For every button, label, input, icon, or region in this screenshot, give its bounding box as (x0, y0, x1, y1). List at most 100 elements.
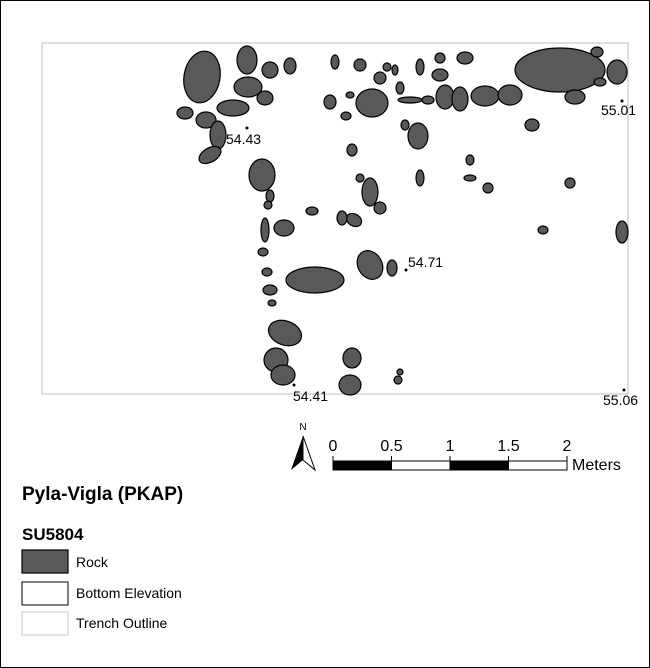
rock (267, 299, 277, 307)
legend-label: Bottom Elevation (76, 585, 182, 601)
rock (263, 200, 273, 210)
rock (382, 62, 392, 72)
rock (465, 154, 475, 166)
rock (435, 84, 455, 110)
rock (421, 95, 435, 105)
rock (342, 347, 362, 369)
rock (248, 158, 276, 192)
rock (373, 201, 387, 215)
rock (265, 189, 275, 203)
elevation-point (404, 268, 408, 272)
rock (305, 206, 319, 216)
elevation-label: 55.01 (601, 102, 636, 118)
scale-segment (391, 460, 451, 471)
rock (431, 68, 449, 82)
rock (273, 219, 295, 237)
trench-outline (41, 42, 629, 395)
rock (482, 182, 494, 194)
rock (514, 47, 606, 93)
rock (330, 54, 340, 70)
elevation-label: 54.71 (408, 254, 443, 270)
legend-swatch-trench (21, 611, 69, 636)
rock (361, 177, 379, 207)
rock (564, 177, 576, 189)
rock (537, 225, 549, 235)
rock (415, 169, 425, 187)
rock (261, 267, 273, 277)
north-label: N (299, 422, 306, 433)
rock (451, 86, 469, 112)
rock (257, 247, 269, 257)
rock (176, 106, 194, 120)
rock (323, 94, 337, 110)
rock (524, 118, 540, 132)
rock (216, 99, 250, 117)
rock (261, 61, 279, 79)
rock (391, 64, 399, 76)
rock (233, 76, 263, 98)
north-arrow-right (302, 435, 317, 472)
elevation-point (292, 383, 296, 387)
rock (198, 145, 222, 165)
scale-label: 2 (563, 438, 572, 455)
north-arrow-left (291, 436, 303, 470)
scale-label: 1 (446, 438, 455, 455)
rock (395, 81, 405, 95)
legend-label: Trench Outline (76, 615, 168, 631)
rock (407, 122, 429, 150)
elevation-point (620, 99, 624, 103)
rock (373, 71, 387, 85)
legend-title: Pyla-Vigla (PKAP) (22, 484, 183, 505)
scale-segment (449, 460, 509, 471)
rock (590, 46, 604, 58)
rock (346, 143, 358, 157)
scale-unit: Meters (572, 457, 621, 474)
elevation-point (245, 126, 249, 130)
elevation-label: 54.41 (293, 388, 328, 404)
rock (262, 284, 278, 296)
rock (393, 375, 403, 385)
rock (336, 210, 348, 226)
scale-label: 0 (329, 438, 338, 455)
rock (236, 45, 258, 75)
legend-swatch-elevation (21, 581, 69, 606)
rock (283, 57, 297, 75)
rock (355, 88, 389, 118)
scale-segment (332, 460, 392, 471)
rock (256, 90, 274, 106)
rock (456, 51, 474, 65)
elevation-label: 54.43 (226, 131, 261, 147)
rock (338, 374, 362, 396)
rock (345, 91, 355, 99)
legend-swatch-rock (21, 549, 69, 574)
rock (353, 58, 367, 72)
rock (209, 120, 227, 150)
rock (355, 173, 365, 183)
rock (593, 77, 607, 87)
legend-label: Rock (76, 554, 109, 570)
rock (260, 217, 270, 243)
scale-segment (508, 460, 568, 471)
rock (285, 266, 345, 294)
rock (396, 368, 404, 376)
rock (434, 52, 446, 64)
rock (267, 319, 303, 347)
rock (606, 59, 628, 85)
rock (386, 259, 398, 277)
rock (397, 96, 423, 104)
rocks (176, 45, 629, 396)
rock (183, 50, 221, 104)
rock (400, 119, 410, 131)
rock (356, 250, 384, 280)
elevation-point (622, 388, 626, 392)
rock (463, 174, 477, 182)
rock (615, 220, 629, 244)
scale-label: 1.5 (497, 438, 519, 455)
rock (340, 111, 352, 121)
rock (195, 111, 217, 129)
north-arrow: N (291, 422, 317, 472)
rock (564, 89, 586, 105)
